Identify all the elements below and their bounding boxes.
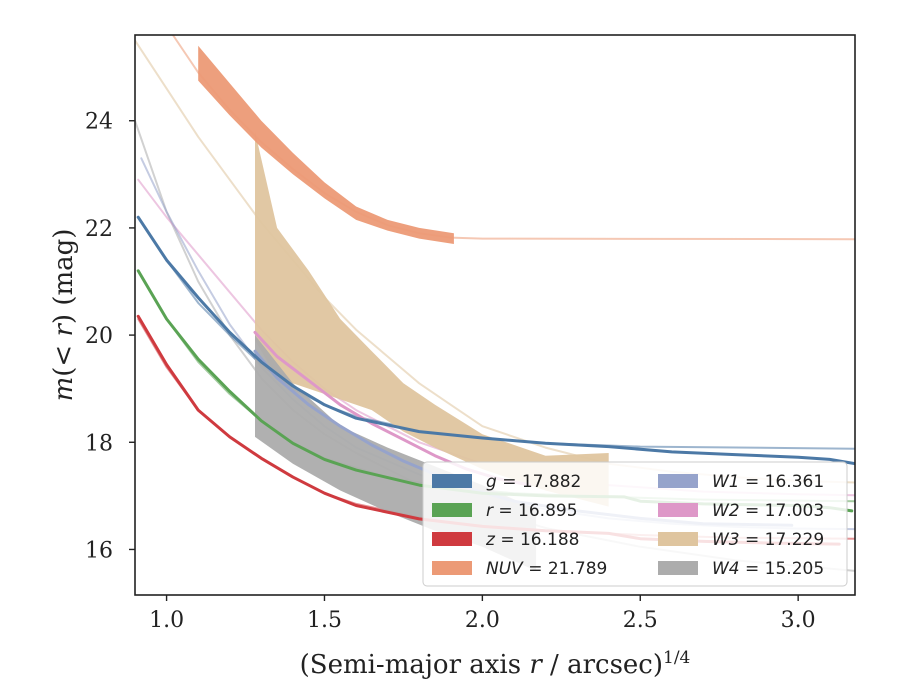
y-tick-label: 18 <box>85 431 113 456</box>
legend-swatch <box>658 503 698 517</box>
x-tick-label: 2.0 <box>465 608 500 633</box>
legend-label: W4 = 15.205 <box>712 559 824 579</box>
x-tick-label: 2.5 <box>623 608 658 633</box>
y-tick-label: 22 <box>85 217 113 242</box>
legend-label: r = 16.895 <box>486 501 578 521</box>
legend-swatch <box>432 474 472 488</box>
y-tick-label: 24 <box>85 110 113 135</box>
legend-swatch <box>432 561 472 575</box>
y-tick-label: 16 <box>85 538 113 563</box>
legend: g = 17.882 r = 16.895 z = 16.188 NUV = 21.7… <box>422 461 848 587</box>
series-g-line <box>136 215 855 466</box>
x-tick-label: 1.0 <box>149 608 184 633</box>
legend-swatch <box>658 532 698 546</box>
x-tick-label: 3.0 <box>781 608 816 633</box>
legend-swatch <box>432 532 472 546</box>
legend-swatch <box>658 561 698 575</box>
y-axis-label: m(< r) (mag) <box>49 229 79 402</box>
y-tick-label: 20 <box>85 324 113 349</box>
legend-label: g = 17.882 <box>486 472 581 492</box>
legend-label: z = 16.188 <box>485 530 579 550</box>
legend-label: NUV = 21.789 <box>486 559 607 579</box>
legend-swatch <box>658 474 698 488</box>
x-axis-label: (Semi-major axis r / arcsec)1/4 <box>300 648 691 680</box>
legend-swatch <box>432 503 472 517</box>
legend-label: W1 = 16.361 <box>712 472 824 492</box>
legend-label: W2 = 17.003 <box>712 501 824 521</box>
plot-frame <box>134 34 856 596</box>
axes: 1.0 1.5 2.0 2.5 3.0 16 18 20 22 24 <box>85 110 816 633</box>
x-tick-label: 1.5 <box>307 608 342 633</box>
legend-label: W3 = 17.229 <box>712 530 824 550</box>
legend-box <box>422 461 848 587</box>
